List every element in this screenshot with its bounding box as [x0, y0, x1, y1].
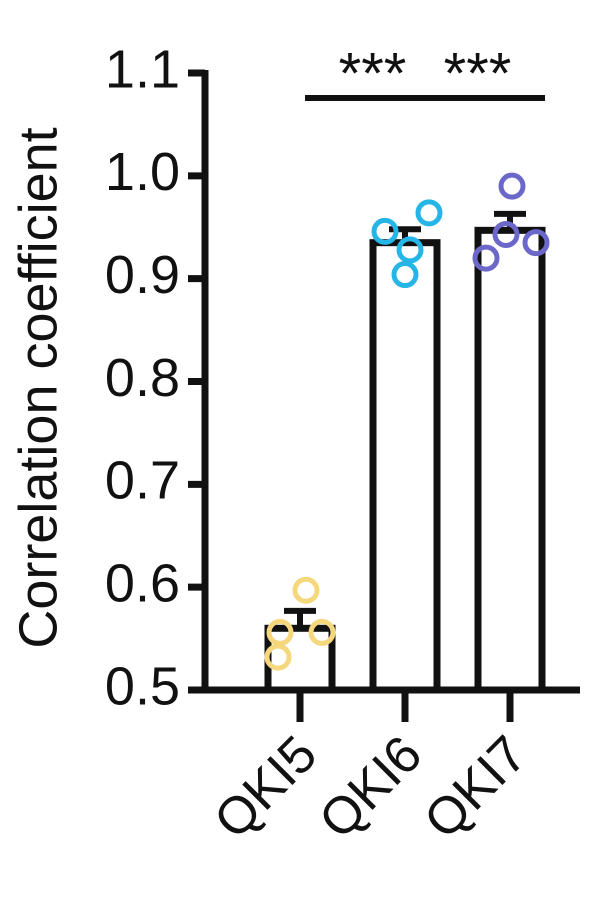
bar [474, 226, 546, 694]
y-tick-label: 0.8 [105, 348, 180, 408]
y-tick-label: 0.6 [105, 553, 180, 613]
data-point [371, 217, 399, 245]
significance-label: *** [339, 41, 407, 106]
error-bar [284, 607, 316, 629]
data-point [492, 220, 520, 248]
y-tick-label: 1.0 [105, 142, 180, 202]
bar [369, 239, 441, 694]
x-tick-label: QKI5 [203, 725, 328, 850]
data-point [266, 618, 294, 646]
data-point [498, 172, 526, 200]
data-point [396, 236, 424, 264]
y-tick-label: 0.7 [105, 451, 180, 511]
y-axis-label: Correlation coefficient [8, 127, 68, 648]
x-tick-label: QKI7 [413, 725, 538, 850]
data-point [264, 643, 292, 671]
y-tick-label: 0.5 [105, 656, 180, 716]
data-point [415, 199, 443, 227]
data-point [292, 576, 320, 604]
significance-label: *** [444, 41, 512, 106]
data-point [391, 261, 419, 289]
data-point [308, 618, 336, 646]
x-tick-label: QKI6 [308, 725, 433, 850]
y-tick-label: 0.9 [105, 245, 180, 305]
bar [264, 624, 336, 694]
data-point [472, 244, 500, 272]
data-point [522, 229, 550, 257]
y-tick-label: 1.1 [105, 39, 180, 99]
